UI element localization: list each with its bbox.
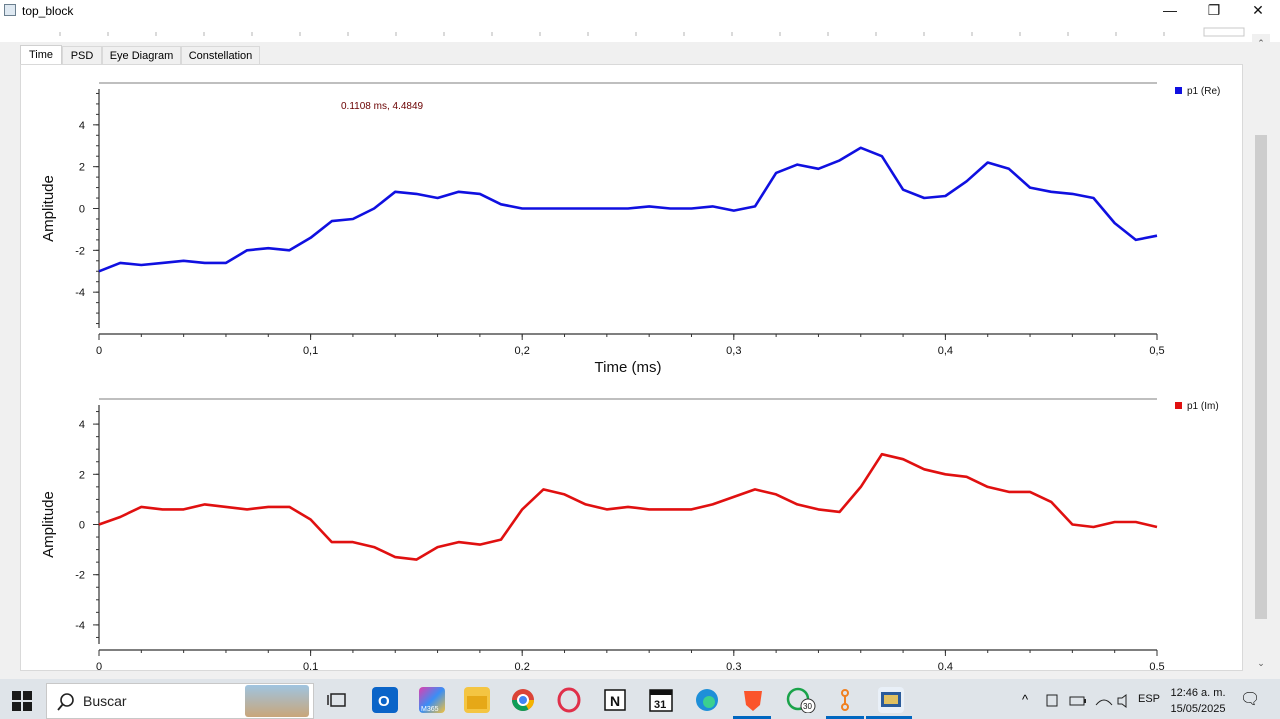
search-label: Buscar xyxy=(83,693,127,709)
x-axis-label: Time (ms) xyxy=(595,359,662,376)
y-tick-label: 4 xyxy=(79,419,85,431)
whatsapp-badge: 30 xyxy=(803,702,812,711)
x-tick-label: 0,5 xyxy=(1149,345,1164,357)
scroll-thumb[interactable] xyxy=(1255,135,1267,619)
gnuradio-app-icon[interactable] xyxy=(878,687,904,713)
scroll-down-icon[interactable]: ⌄ xyxy=(1257,658,1265,668)
legend-label: p1 (Im) xyxy=(1187,401,1219,412)
y-tick-label: -2 xyxy=(75,570,85,582)
notion-letter: N xyxy=(610,693,620,709)
restore-button[interactable]: ❐ xyxy=(1207,2,1221,18)
legend-swatch xyxy=(1175,402,1182,409)
x-tick-label: 0,5 xyxy=(1149,661,1164,670)
microsoft-365-icon[interactable]: M365 xyxy=(419,687,445,713)
svg-text:O: O xyxy=(378,693,390,710)
x-tick-label: 0,2 xyxy=(515,661,530,670)
plot-panel: 0 0,1 0,2 0,3 0,4 0,5 4 2 0 -2 -4 Amplitude Time (ms… xyxy=(20,64,1243,673)
legend-swatch xyxy=(1175,87,1182,94)
git-app-icon[interactable] xyxy=(832,687,858,713)
file-explorer-icon[interactable] xyxy=(464,687,490,713)
x-tick-label: 0,2 xyxy=(515,345,530,357)
search-icon xyxy=(57,693,74,711)
system-tray-icons[interactable] xyxy=(1044,692,1134,710)
scroll-up-icon[interactable]: ⌃ xyxy=(1257,38,1265,48)
y-tick-label: -4 xyxy=(75,620,85,632)
m365-label: M365 xyxy=(421,706,439,713)
active-app-indicator xyxy=(826,716,864,719)
active-app-indicator xyxy=(866,716,912,719)
cursor-readout: 0.1108 ms, 4.4849 xyxy=(341,101,424,112)
notification-icon[interactable]: 🗨 xyxy=(1240,691,1261,708)
toolbar-ruler xyxy=(59,27,1245,37)
tray-expand-icon[interactable]: ^ xyxy=(1022,692,1029,707)
series-line xyxy=(98,146,1158,273)
y-axis-label: Amplitude xyxy=(40,491,57,558)
windows-start-icon[interactable] xyxy=(12,691,32,711)
x-tick-label: 0,1 xyxy=(303,345,318,357)
tab-eye-diagram[interactable]: Eye Diagram xyxy=(102,46,181,64)
close-button[interactable]: ✕ xyxy=(1252,2,1264,18)
toolbar-strip xyxy=(0,22,1280,42)
y-tick-label: 4 xyxy=(79,120,85,132)
calendar-icon[interactable]: 31 xyxy=(648,687,674,713)
search-highlight-image xyxy=(245,685,309,717)
active-app-indicator xyxy=(733,716,771,719)
legend-label: p1 (Re) xyxy=(1187,86,1220,97)
clock-date: 15/05/2025 xyxy=(1170,703,1226,715)
calendar-day: 31 xyxy=(654,699,666,711)
title-bar: top_block — ❐ ✕ xyxy=(0,0,1280,22)
app-icon xyxy=(4,4,16,16)
window-title: top_block xyxy=(22,4,74,18)
y-tick-label: -4 xyxy=(75,287,85,299)
series-line xyxy=(98,452,1158,561)
x-tick-label: 0,3 xyxy=(726,345,741,357)
notion-icon[interactable]: N xyxy=(602,687,628,713)
tab-psd[interactable]: PSD xyxy=(62,46,102,64)
x-tick-label: 0 xyxy=(96,661,102,670)
brave-icon[interactable] xyxy=(740,687,766,713)
y-tick-label: 0 xyxy=(79,520,85,532)
clock[interactable]: 12:46 a. m. 15/05/2025 xyxy=(1162,685,1234,717)
whatsapp-icon[interactable]: 30 xyxy=(786,687,816,714)
x-tick-label: 0,4 xyxy=(938,661,953,670)
outlook-icon[interactable]: O xyxy=(372,687,398,713)
edge-icon[interactable] xyxy=(694,687,720,713)
y-tick-label: -2 xyxy=(75,245,85,257)
task-view-icon[interactable] xyxy=(325,687,351,713)
y-tick-label: 0 xyxy=(79,204,85,216)
y-axis-label: Amplitude xyxy=(40,175,57,242)
opera-icon[interactable] xyxy=(556,687,582,713)
vertical-scrollbar[interactable]: ⌃ ⌄ xyxy=(1252,34,1270,672)
y-tick-label: 2 xyxy=(79,162,85,174)
x-tick-label: 0,3 xyxy=(726,661,741,670)
minimize-button[interactable]: — xyxy=(1163,2,1177,18)
tab-constellation[interactable]: Constellation xyxy=(181,46,260,64)
plot-canvas[interactable]: 0 0,1 0,2 0,3 0,4 0,5 4 2 0 -2 -4 Amplitude Time (ms… xyxy=(21,65,1242,673)
chrome-icon[interactable] xyxy=(510,687,536,713)
x-tick-label: 0,1 xyxy=(303,661,318,670)
language-indicator[interactable]: ESP xyxy=(1138,693,1161,705)
x-tick-label: 0,4 xyxy=(938,345,953,357)
x-tick-label: 0 xyxy=(96,345,102,357)
clock-time: 12:46 a. m. xyxy=(1170,687,1226,699)
tab-time[interactable]: Time xyxy=(20,45,62,65)
taskbar-search-box[interactable]: Buscar xyxy=(46,683,314,719)
y-tick-label: 2 xyxy=(79,469,85,481)
